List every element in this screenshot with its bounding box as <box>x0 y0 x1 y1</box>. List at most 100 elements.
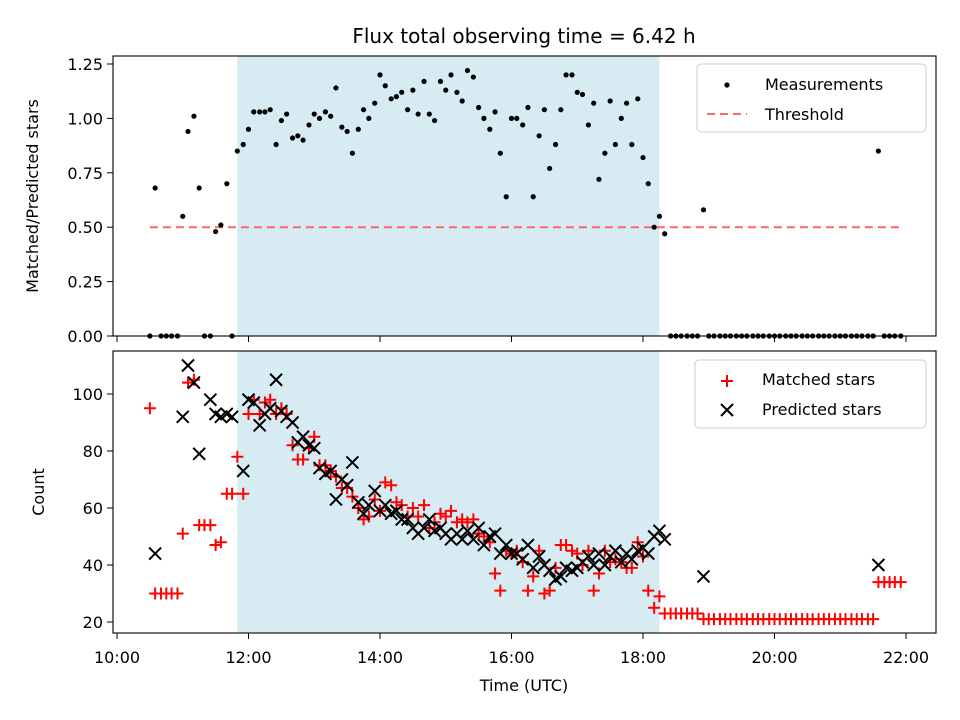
measurement-point <box>585 122 592 128</box>
measurement-point <box>366 115 372 121</box>
matched-point <box>412 510 425 523</box>
top-y-axis-label: Matched/Predicted stars <box>23 99 42 293</box>
matched-point <box>565 544 578 557</box>
predicted-point <box>417 521 431 535</box>
matched-point <box>648 601 661 614</box>
matched-point <box>439 510 452 523</box>
predicted-point <box>499 538 513 552</box>
chart-title: Flux total observing time = 6.42 h <box>352 24 695 48</box>
predicted-point <box>192 447 206 461</box>
top-x-ticks <box>116 336 907 342</box>
measurement-point <box>278 117 284 124</box>
bottom-y-tick-label: 60 <box>83 499 103 518</box>
measurement-point <box>607 98 613 104</box>
measurement-point <box>262 109 268 115</box>
measurement-point <box>662 231 668 237</box>
predicted-point <box>554 569 568 584</box>
predicted-point <box>625 552 639 567</box>
matched-point <box>143 402 156 415</box>
bottom-y-tick-label: 80 <box>83 442 103 461</box>
x-axis-label: Time (UTC) <box>479 676 568 695</box>
predicted-point <box>608 544 623 558</box>
measurement-point <box>295 133 301 139</box>
measurement-point <box>602 150 608 156</box>
measurement-point <box>322 109 329 115</box>
matched-point <box>231 450 244 463</box>
matched-point <box>379 476 392 489</box>
measurement-point <box>459 98 465 104</box>
predicted-point <box>493 546 508 561</box>
predicted-point <box>148 546 162 561</box>
measurement-point <box>481 115 487 121</box>
bottom-y-tick-label: 20 <box>83 613 103 632</box>
legend-threshold-label: Threshold <box>764 105 844 124</box>
matched-point <box>209 539 222 552</box>
measurement-point <box>520 122 526 128</box>
predicted-point <box>526 561 540 575</box>
predicted-point <box>515 552 530 567</box>
measurement-point <box>547 165 553 172</box>
top-legend: Measurements Threshold <box>696 63 927 133</box>
legend-matched-marker <box>721 375 733 387</box>
measurement-point <box>372 100 378 106</box>
matched-point <box>204 519 217 532</box>
measurement-point <box>541 107 547 113</box>
measurement-point <box>431 117 438 124</box>
measurement-point <box>454 89 460 95</box>
predicted-point <box>521 538 535 552</box>
predicted-point <box>652 524 667 538</box>
predicted-point <box>471 521 486 535</box>
predicted-point <box>466 532 481 547</box>
matched-point <box>894 576 907 589</box>
matched-point <box>176 527 189 540</box>
matched-point <box>406 502 419 514</box>
measurement-point <box>377 72 383 78</box>
measurement-point <box>152 185 158 191</box>
matched-point <box>527 570 540 583</box>
predicted-point <box>329 492 343 507</box>
legend-matched-label: Matched stars <box>762 370 875 389</box>
predicted-point <box>296 430 310 444</box>
measurement-point <box>421 78 427 85</box>
measurement-point <box>410 87 416 93</box>
bottom-x-tick-label: 20:00 <box>751 648 797 667</box>
matched-point <box>456 513 469 526</box>
measurement-point <box>289 135 296 141</box>
predicted-point <box>657 532 672 547</box>
measurement-point <box>185 128 191 135</box>
measurement-point <box>563 72 569 78</box>
measurement-point <box>552 141 559 148</box>
measurement-point <box>623 100 630 106</box>
legend-predicted-label: Predicted stars <box>762 400 882 419</box>
bottom-plot: 20 40 60 80 100 10:00 12:00 14:00 16:00 18:00 20:… <box>29 350 937 695</box>
measurement-point <box>388 96 394 102</box>
matched-point <box>286 439 299 452</box>
measurement-point <box>464 67 471 74</box>
predicted-point <box>455 532 469 547</box>
measurement-point <box>300 137 306 143</box>
bottom-y-tick-label: 100 <box>72 385 103 404</box>
top-y-tick-label: 1.00 <box>67 109 103 128</box>
measurement-point <box>875 148 881 154</box>
predicted-point <box>488 526 502 541</box>
measurement-point <box>245 126 252 132</box>
top-y-ticks: 0.00 0.25 0.50 0.75 1.00 1.25 <box>67 55 113 346</box>
predicted-point <box>532 549 546 564</box>
legend-predicted-marker <box>720 403 734 417</box>
measurement-point <box>191 113 197 119</box>
predicted-point <box>542 563 557 578</box>
bottom-observing-window <box>237 351 660 633</box>
measurement-point <box>426 111 432 117</box>
measurement-point <box>651 224 657 230</box>
matched-point <box>625 561 638 574</box>
measurement-point <box>405 107 411 113</box>
matched-point <box>434 507 447 520</box>
top-y-tick-label: 0.25 <box>67 273 103 292</box>
measurement-point <box>476 104 482 111</box>
matched-point <box>867 613 880 626</box>
bottom-y-ticks: 20 40 60 80 100 <box>72 385 113 632</box>
predicted-point <box>345 455 360 470</box>
measurement-point <box>218 222 224 228</box>
measurement-point <box>503 194 509 200</box>
legend-measurements-marker <box>724 82 730 88</box>
